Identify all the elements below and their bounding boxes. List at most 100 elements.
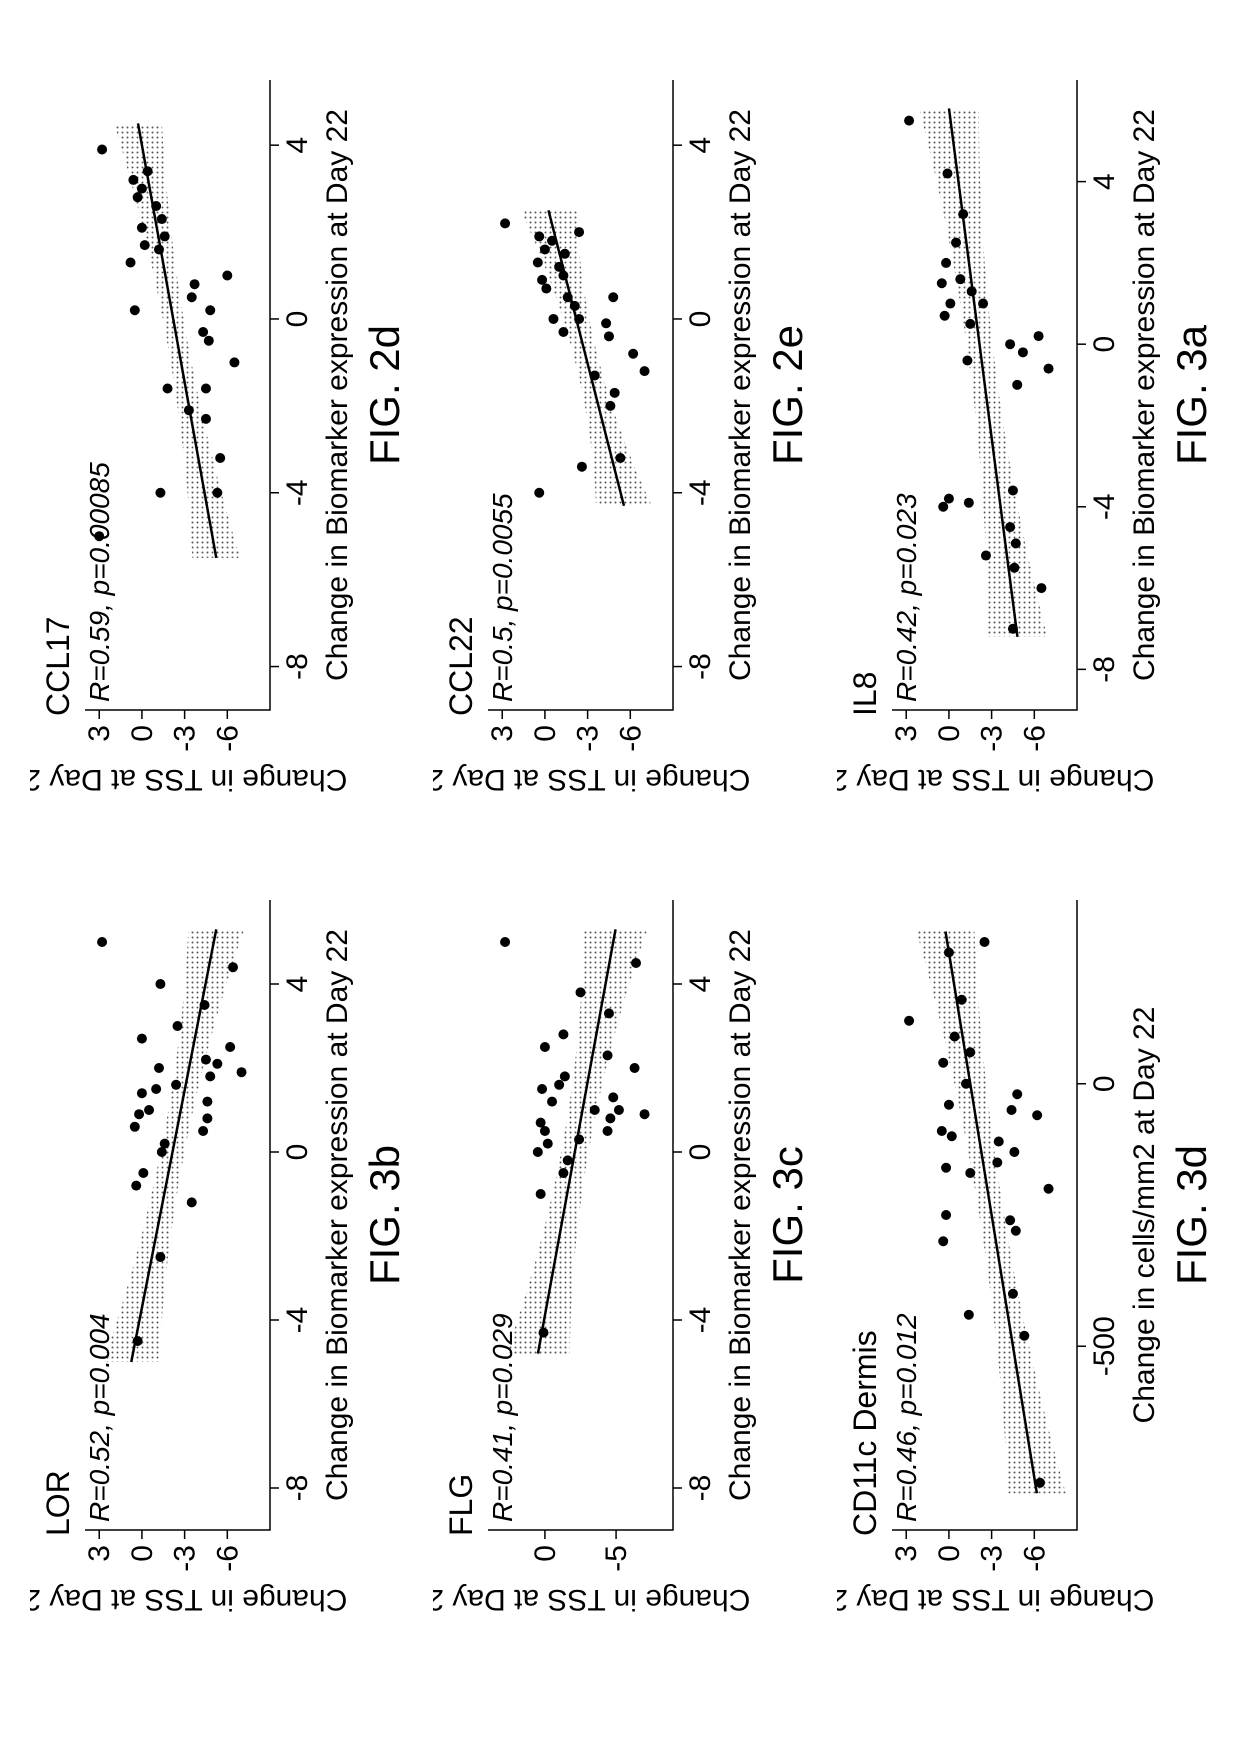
data-point — [140, 240, 150, 250]
data-point — [184, 405, 194, 415]
panel-title: LOR — [40, 1470, 76, 1536]
data-point — [212, 1059, 222, 1069]
data-point — [1005, 1215, 1015, 1225]
data-point — [904, 116, 914, 126]
data-point — [965, 319, 975, 329]
data-point — [590, 1105, 600, 1115]
data-point — [128, 175, 138, 185]
figure-label: FIG. 3c — [764, 1146, 803, 1284]
data-point — [951, 238, 961, 248]
data-point — [201, 1055, 211, 1065]
xtick-label: 0 — [281, 311, 314, 328]
data-point — [936, 278, 946, 288]
fit-line — [131, 929, 216, 1362]
panel-fig3d: -5000-6-303Change in cells/mm2 at Day 22… — [837, 860, 1207, 1640]
panel-title: IL8 — [847, 672, 883, 716]
xtick-label: 4 — [281, 137, 314, 154]
x-axis-label: Change in Biomarker expression at Day 22 — [724, 109, 757, 681]
data-point — [205, 305, 215, 315]
data-point — [965, 1047, 975, 1057]
data-point — [171, 1080, 181, 1090]
data-point — [944, 494, 954, 504]
data-point — [154, 1063, 164, 1073]
figure-label: FIG. 2d — [361, 325, 400, 465]
xtick-label: -4 — [281, 479, 314, 506]
data-point — [904, 1016, 914, 1026]
ytick-label: 3 — [83, 725, 116, 742]
data-point — [966, 286, 976, 296]
data-point — [630, 1063, 640, 1073]
y-axis-label: Change in TSS at Day 22 — [30, 1583, 347, 1616]
data-point — [958, 209, 968, 219]
xtick-label: -4 — [684, 479, 717, 506]
data-point — [944, 1100, 954, 1110]
ytick-label: 3 — [487, 725, 520, 742]
data-point — [938, 1058, 948, 1068]
data-point — [533, 257, 543, 267]
ytick-label: 0 — [529, 1545, 562, 1562]
data-point — [549, 314, 559, 324]
data-point — [631, 958, 641, 968]
x-axis-label: Change in cells/mm2 at Day 22 — [1128, 1007, 1161, 1424]
data-point — [537, 1084, 547, 1094]
data-point — [547, 1097, 557, 1107]
data-point — [938, 1236, 948, 1246]
ytick-label: -5 — [600, 1545, 633, 1572]
data-point — [606, 401, 616, 411]
data-point — [570, 301, 580, 311]
xtick-label: 0 — [684, 1144, 717, 1161]
data-point — [137, 223, 147, 233]
data-point — [616, 453, 626, 463]
data-point — [202, 1113, 212, 1123]
y-axis-label: Change in TSS at Day 22 — [433, 763, 750, 796]
data-point — [155, 488, 165, 498]
panel-title: CD11c Dermis — [847, 1330, 883, 1536]
data-point — [1006, 1105, 1016, 1115]
xtick-label: -8 — [281, 1475, 314, 1502]
panel-title: CCL22 — [443, 616, 479, 716]
stat-text: R=0.5, p=0.0055 — [487, 493, 518, 702]
data-point — [144, 1105, 154, 1115]
data-point — [554, 1080, 564, 1090]
x-axis-label: Change in Biomarker expression at Day 22 — [321, 929, 354, 1501]
data-point — [601, 318, 611, 328]
data-point — [137, 184, 147, 194]
data-point — [143, 166, 153, 176]
data-point — [563, 292, 573, 302]
ytick-label: 3 — [890, 725, 923, 742]
data-point — [540, 1042, 550, 1052]
data-point — [559, 1029, 569, 1039]
data-point — [603, 1126, 613, 1136]
data-point — [151, 1084, 161, 1094]
data-point — [137, 1034, 147, 1044]
xtick-label: 4 — [281, 976, 314, 993]
ytick-label: -6 — [1018, 725, 1051, 752]
ytick-label: 3 — [83, 1545, 116, 1562]
data-point — [964, 498, 974, 508]
data-point — [1005, 339, 1015, 349]
data-point — [993, 1137, 1003, 1147]
data-point — [574, 314, 584, 324]
data-point — [590, 370, 600, 380]
ytick-label: -3 — [169, 1545, 202, 1572]
data-point — [604, 1008, 614, 1018]
figure-label: FIG. 2e — [764, 325, 803, 465]
panel-fig3a: -8-404-6-303Change in Biomarker expressi… — [837, 40, 1207, 820]
x-axis-label: Change in Biomarker expression at Day 22 — [321, 109, 354, 681]
x-axis-label: Change in Biomarker expression at Day 22 — [1128, 109, 1161, 681]
xtick-label: -4 — [1088, 493, 1121, 520]
data-point — [1019, 1331, 1029, 1341]
xtick-label: -4 — [281, 1307, 314, 1334]
fit-line — [945, 932, 1036, 1494]
ytick-label: 0 — [529, 725, 562, 742]
data-point — [536, 1189, 546, 1199]
data-point — [941, 1163, 951, 1173]
y-axis-label: Change in TSS at Day 22 — [433, 1583, 750, 1616]
data-point — [936, 1126, 946, 1136]
data-point — [938, 502, 948, 512]
stat-text: R=0.59, p=0.00085 — [84, 462, 115, 702]
ytick-label: 0 — [126, 1545, 159, 1562]
ytick-label: 0 — [933, 725, 966, 742]
data-point — [204, 336, 214, 346]
data-point — [964, 1310, 974, 1320]
